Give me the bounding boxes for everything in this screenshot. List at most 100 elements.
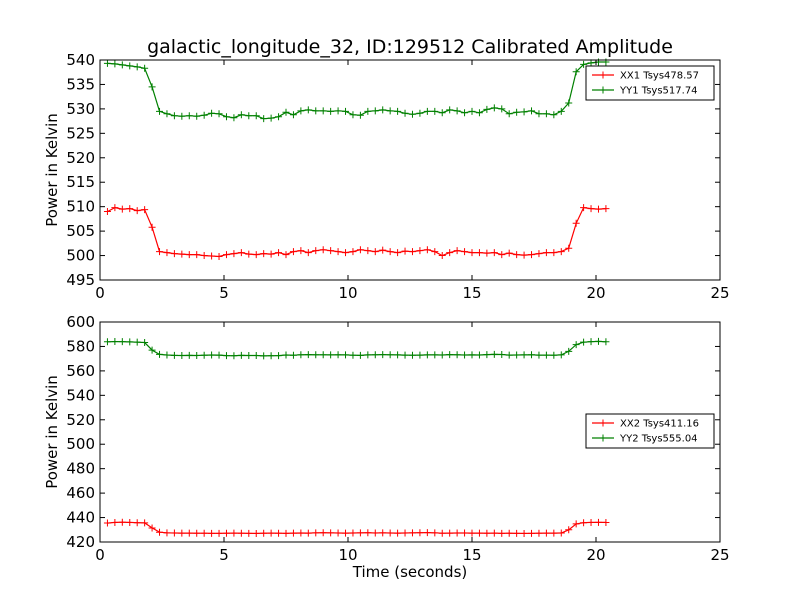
bottom-series-1-point bbox=[550, 529, 558, 537]
bottom-ytick-label: 440 bbox=[66, 509, 95, 527]
bottom-series-1-point bbox=[319, 529, 327, 537]
bottom-series-1-point bbox=[260, 529, 268, 537]
bottom-series-2-point bbox=[319, 351, 327, 359]
bottom-series-1-point bbox=[334, 529, 342, 537]
top-series-2-point bbox=[364, 107, 372, 115]
top-series-2-point bbox=[252, 112, 260, 120]
top-series-2-point bbox=[267, 114, 275, 122]
top-series-1-point bbox=[193, 251, 201, 259]
bottom-series-1-point bbox=[245, 529, 253, 537]
top-series-1-point bbox=[394, 249, 402, 257]
top-series-1-point bbox=[170, 250, 178, 258]
bottom-series-2-point bbox=[245, 351, 253, 359]
bottom-series-2-point bbox=[513, 351, 521, 359]
top-series-2-point bbox=[423, 107, 431, 115]
top-series-1-point bbox=[528, 251, 536, 259]
bottom-series-2-point bbox=[342, 351, 350, 359]
top-series-1-point bbox=[505, 249, 513, 257]
bottom-series-2-point bbox=[371, 351, 379, 359]
bottom-series-2-point bbox=[267, 352, 275, 360]
bottom-series-2-point bbox=[461, 351, 469, 359]
top-series-2-point bbox=[193, 112, 201, 120]
bottom-series-2-point bbox=[185, 351, 193, 359]
top-series-1-point bbox=[133, 207, 141, 215]
top-series-2-point bbox=[245, 112, 253, 120]
top-ytick-label: 525 bbox=[66, 124, 95, 142]
top-series-2-point bbox=[542, 110, 550, 118]
top-series-2-point bbox=[133, 63, 141, 71]
bottom-series-2-point bbox=[505, 351, 513, 359]
bottom-series-1-point bbox=[401, 529, 409, 537]
top-series-line-1 bbox=[107, 206, 606, 258]
top-series-1-point bbox=[178, 250, 186, 258]
top-series-1-point bbox=[557, 248, 565, 256]
top-legend-marker-1 bbox=[599, 71, 607, 79]
top-series-2-point bbox=[230, 114, 238, 122]
top-series-1-point bbox=[535, 250, 543, 258]
top-series-1-point bbox=[587, 205, 595, 213]
top-series-2-point bbox=[319, 107, 327, 115]
top-series-1-point bbox=[490, 249, 498, 257]
bottom-panel-frame bbox=[99, 321, 721, 543]
top-series-1-point bbox=[431, 248, 439, 256]
top-series-2-point bbox=[342, 107, 350, 115]
bottom-series-1-point bbox=[483, 529, 491, 537]
top-xtick-label: 5 bbox=[219, 284, 229, 302]
top-series-2-point bbox=[468, 107, 476, 115]
bottom-series-1-point bbox=[498, 529, 506, 537]
bottom-series-1-point bbox=[364, 529, 372, 537]
bottom-series-1-point bbox=[461, 529, 469, 537]
bottom-xtick-label: 25 bbox=[710, 546, 729, 564]
top-series-1-point bbox=[475, 249, 483, 257]
bottom-series-1-point bbox=[133, 519, 141, 527]
top-series-2-point bbox=[535, 110, 543, 118]
bottom-series-2-point bbox=[356, 351, 364, 359]
bottom-series-1-point bbox=[141, 519, 149, 527]
bottom-series-1-point bbox=[394, 529, 402, 537]
top-series-2-point bbox=[103, 59, 111, 67]
bottom-series-1-point bbox=[565, 526, 573, 534]
top-series-1-point bbox=[156, 248, 164, 256]
top-series-2-point bbox=[520, 108, 528, 116]
bottom-series-2-point bbox=[349, 351, 357, 359]
bottom-series-1-point bbox=[446, 529, 454, 537]
top-panel-ylabel: Power in Kelvin bbox=[43, 113, 61, 227]
top-series-2-point bbox=[349, 111, 357, 119]
bottom-series-1-point bbox=[572, 520, 580, 528]
bottom-series-2-point bbox=[334, 351, 342, 359]
bottom-series-1-point bbox=[475, 529, 483, 537]
bottom-legend-label-1: XX2 Tsys411.16 bbox=[620, 419, 699, 430]
bottom-series-2-point bbox=[312, 351, 320, 359]
bottom-series-2-point bbox=[416, 351, 424, 359]
bottom-series-2-point bbox=[490, 350, 498, 358]
bottom-series-1-point bbox=[163, 529, 171, 537]
bottom-series-1-point bbox=[208, 529, 216, 537]
bottom-series-2-point bbox=[565, 347, 573, 355]
top-series-2-point bbox=[356, 111, 364, 119]
top-series-1-point bbox=[461, 248, 469, 256]
top-series-2-point bbox=[111, 60, 119, 68]
top-series-2-point bbox=[416, 109, 424, 117]
bottom-series-2-point bbox=[170, 351, 178, 359]
bottom-series-1-point bbox=[438, 529, 446, 537]
bottom-series-2-point bbox=[498, 351, 506, 359]
top-series-1-point bbox=[103, 208, 111, 216]
bottom-legend-marker-1 bbox=[599, 419, 607, 427]
bottom-series-2-point bbox=[580, 338, 588, 346]
top-series-1-point bbox=[498, 251, 506, 259]
top-series-2-point bbox=[371, 107, 379, 115]
bottom-ytick-label: 420 bbox=[66, 533, 95, 551]
bottom-series-2-point bbox=[297, 351, 305, 359]
bottom-series-1-point bbox=[327, 529, 335, 537]
bottom-series-2-point bbox=[408, 351, 416, 359]
bottom-xtick-label: 10 bbox=[338, 546, 357, 564]
bottom-series-2-point bbox=[275, 352, 283, 360]
top-series-1-point bbox=[237, 249, 245, 257]
bottom-series-1-point bbox=[542, 529, 550, 537]
top-series-2-point bbox=[312, 107, 320, 115]
bottom-series-2-point bbox=[200, 351, 208, 359]
bottom-series-2-point bbox=[535, 351, 543, 359]
top-series-1-point bbox=[342, 249, 350, 257]
top-series-1-point bbox=[304, 249, 312, 257]
